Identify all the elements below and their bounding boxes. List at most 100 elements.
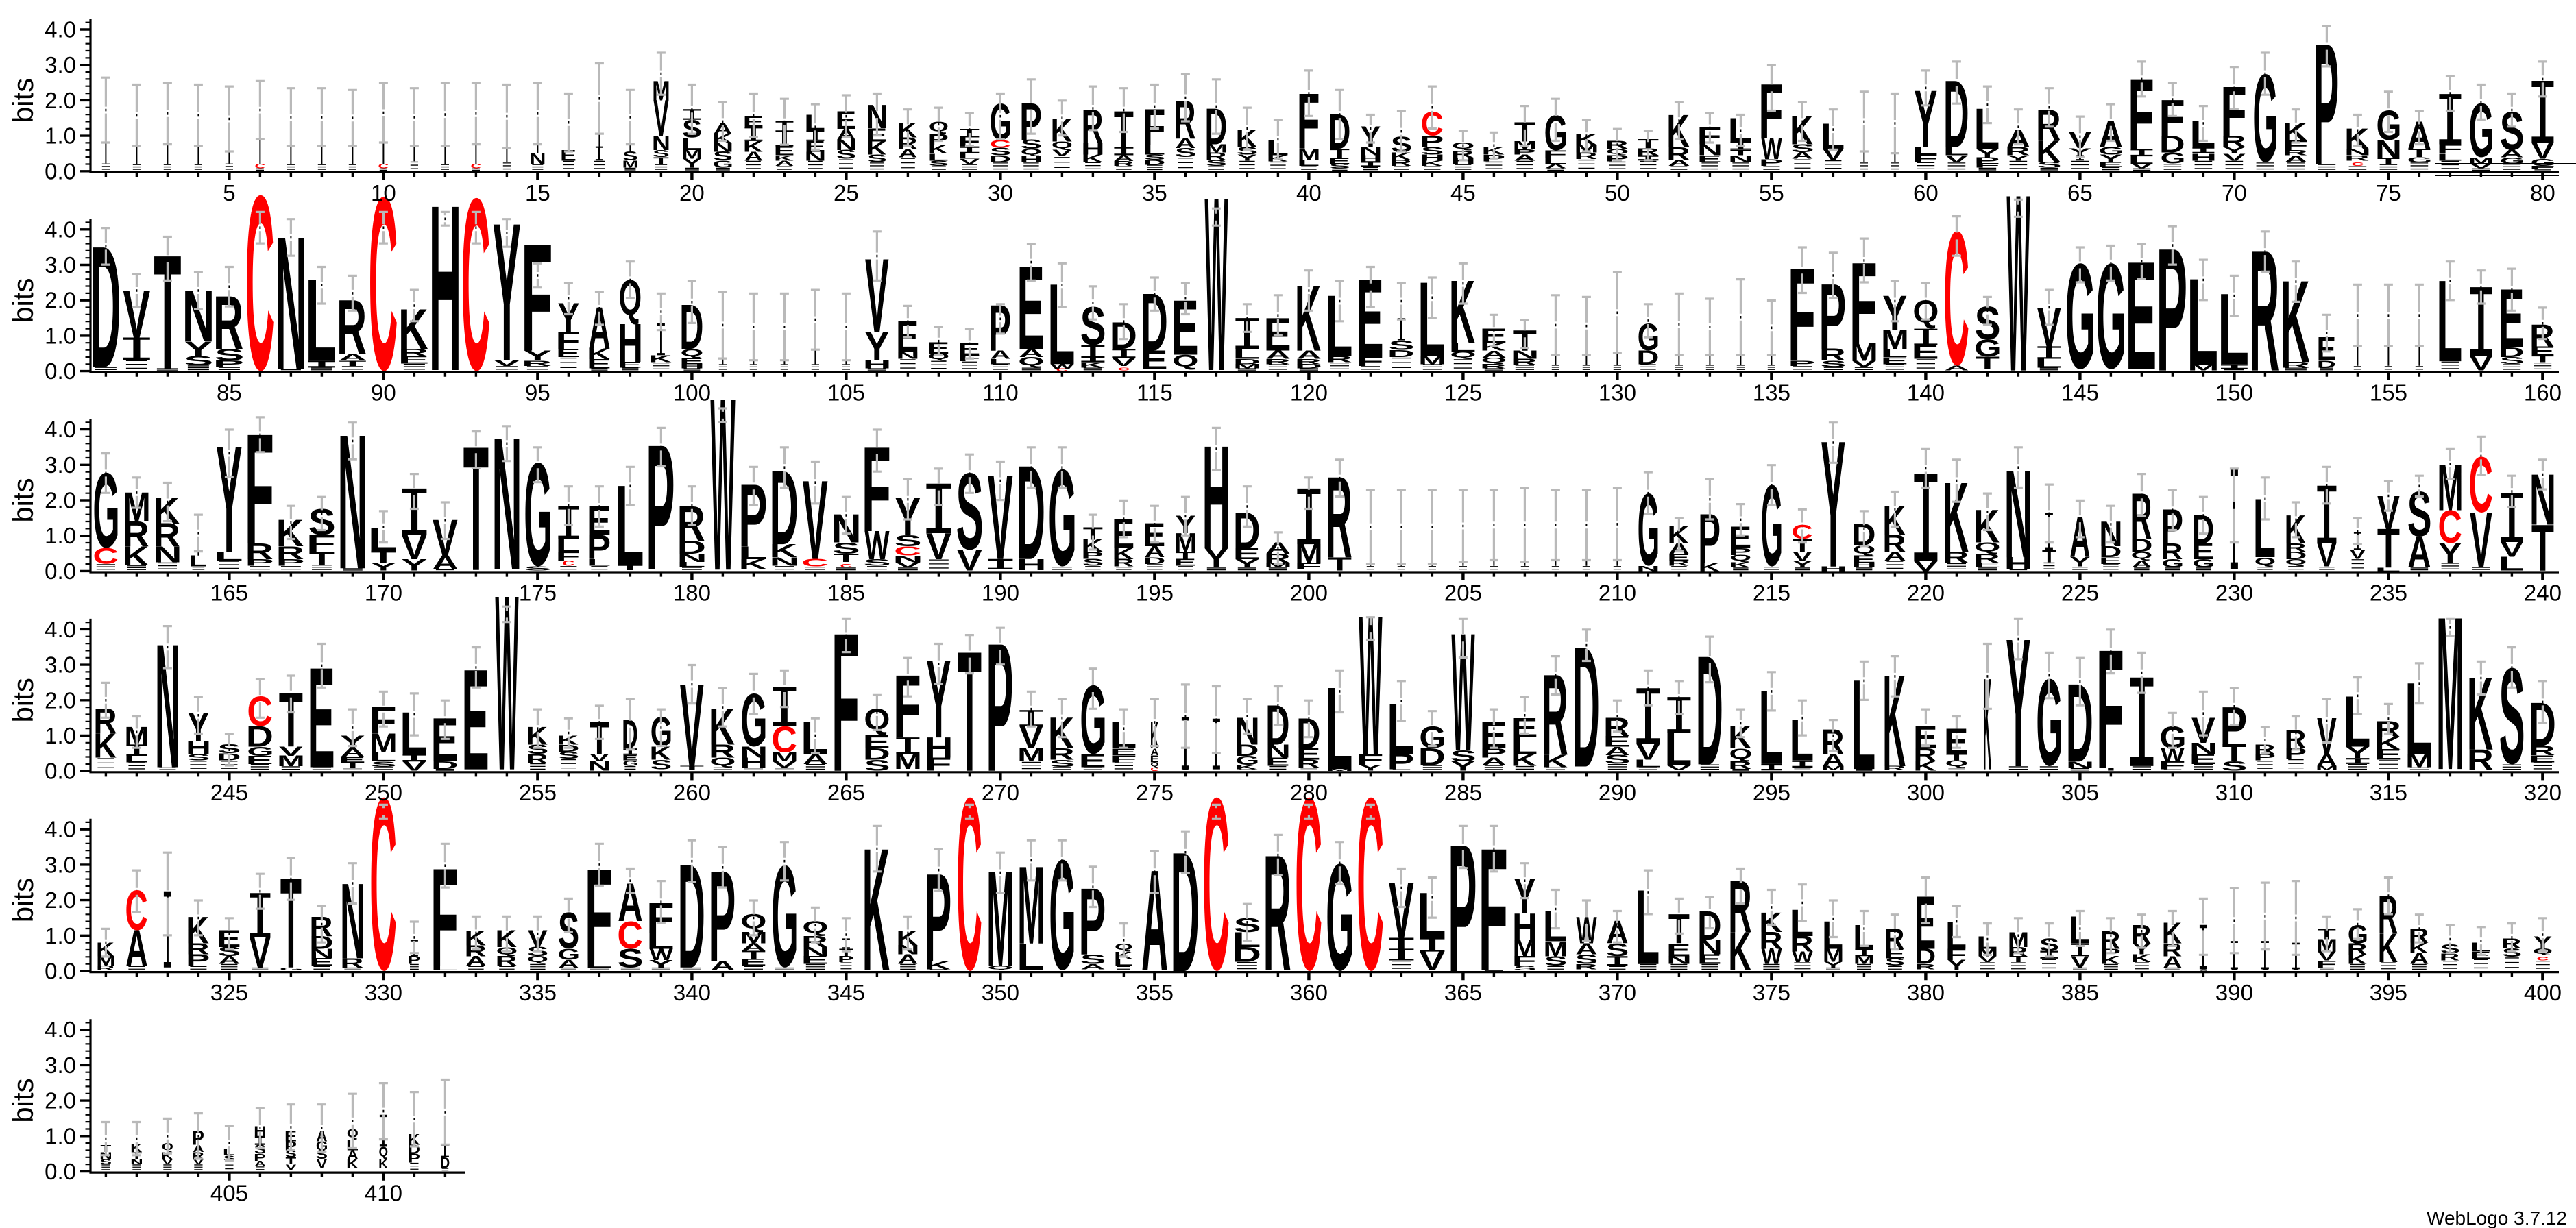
svg-text:T: T [1638,137,1659,151]
svg-text:M: M [2437,451,2463,524]
svg-text:Y: Y [864,323,889,370]
svg-text:V: V [286,1162,297,1171]
svg-text:70: 70 [2222,180,2247,206]
svg-text:V: V [1667,764,1691,772]
svg-text:P: P [1729,545,1751,557]
svg-text:L: L [189,552,207,570]
svg-text:M: M [1513,935,1538,962]
svg-text:W: W [1761,132,1782,166]
svg-text:T: T [279,677,303,763]
svg-text:375: 375 [1753,980,1790,1005]
svg-text:A: A [558,957,579,970]
svg-text:S: S [833,539,860,557]
svg-text:S: S [618,944,644,973]
svg-text:W: W [1792,948,1813,966]
svg-text:S: S [215,346,244,365]
svg-text:V: V [2130,162,2153,170]
svg-text:R: R [154,517,180,554]
svg-text:275: 275 [1136,780,1174,805]
svg-text:F: F [1356,354,1384,369]
svg-text:L: L [2034,356,2062,371]
svg-text:290: 290 [1599,780,1636,805]
svg-text:F: F [556,327,581,354]
svg-text:A: A [218,954,240,967]
svg-text:S: S [184,354,213,368]
svg-text:R: R [186,940,209,957]
svg-text:10: 10 [371,180,396,206]
svg-text:A: A [1481,348,1507,360]
svg-text:S: S [1421,145,1444,157]
svg-text:K: K [743,138,764,155]
svg-text:A: A [1514,153,1535,162]
svg-text:R: R [2283,148,2307,157]
svg-text:E: E [1973,562,2001,569]
svg-text:M: M [1854,954,1875,966]
svg-text:T: T [1081,342,1105,360]
svg-text:215: 215 [1753,580,1790,605]
svg-text:15: 15 [525,180,550,206]
svg-text:H: H [1081,140,1104,158]
svg-text:D: D [246,720,274,753]
svg-text:175: 175 [519,580,557,605]
svg-text:2.0: 2.0 [45,687,76,713]
svg-text:V: V [1052,148,1073,158]
svg-text:K: K [1235,764,1258,771]
svg-text:390: 390 [2215,980,2253,1005]
svg-text:S: S [371,760,397,768]
svg-text:V: V [590,752,609,763]
svg-text:T: T [2377,156,2400,166]
svg-text:S: S [929,159,949,167]
svg-text:S: S [1821,359,1847,369]
svg-text:E: E [308,638,335,798]
svg-text:R: R [709,741,736,762]
svg-text:A: A [710,959,736,974]
svg-text:E: E [801,954,829,966]
svg-text:235: 235 [2370,580,2407,605]
svg-text:L: L [1113,957,1132,968]
svg-text:L: L [1880,347,1908,360]
svg-text:T: T [680,765,704,772]
svg-text:S: S [1021,137,1042,151]
svg-text:90: 90 [371,380,396,406]
svg-text:380: 380 [1907,980,1945,1005]
svg-text:0.0: 0.0 [45,759,76,784]
svg-text:G: G [2193,556,2215,570]
svg-text:L: L [1297,158,1320,168]
svg-text:D: D [1387,347,1415,359]
svg-text:A: A [588,295,610,362]
svg-text:Y: Y [493,182,521,402]
svg-text:45: 45 [1450,180,1476,206]
svg-text:F: F [2529,165,2555,171]
svg-text:V: V [2470,495,2492,584]
svg-text:265: 265 [827,780,865,805]
svg-text:C: C [1357,748,1384,1022]
svg-text:R: R [1913,745,1936,766]
svg-text:E: E [2191,539,2214,564]
svg-text:S: S [1049,758,1076,769]
svg-text:F: F [1543,149,1568,161]
svg-text:P: P [245,557,274,568]
svg-text:L: L [958,152,980,161]
svg-text:R: R [276,543,304,563]
svg-text:S: S [187,752,210,763]
svg-text:Q: Q [1172,352,1198,370]
svg-text:P: P [1759,157,1783,168]
svg-text:Q: Q [1150,761,1158,768]
svg-text:A: A [1575,940,1597,958]
svg-text:V: V [2531,138,2554,164]
svg-text:E: E [1233,545,1261,563]
svg-text:220: 220 [1907,580,1945,605]
svg-text:T: T [1328,553,1352,574]
svg-text:130: 130 [1599,380,1636,406]
svg-text:E: E [462,639,489,800]
svg-text:R: R [496,954,518,969]
svg-text:L: L [2374,567,2401,572]
svg-text:V: V [1793,549,1812,564]
svg-text:Q: Q [1052,140,1073,150]
svg-text:S: S [1206,158,1227,168]
svg-text:V: V [1420,946,1445,977]
svg-text:Y: Y [683,156,702,171]
svg-text:N: N [835,136,857,154]
svg-text:H: H [863,358,892,371]
svg-text:D: D [1171,818,1200,1008]
